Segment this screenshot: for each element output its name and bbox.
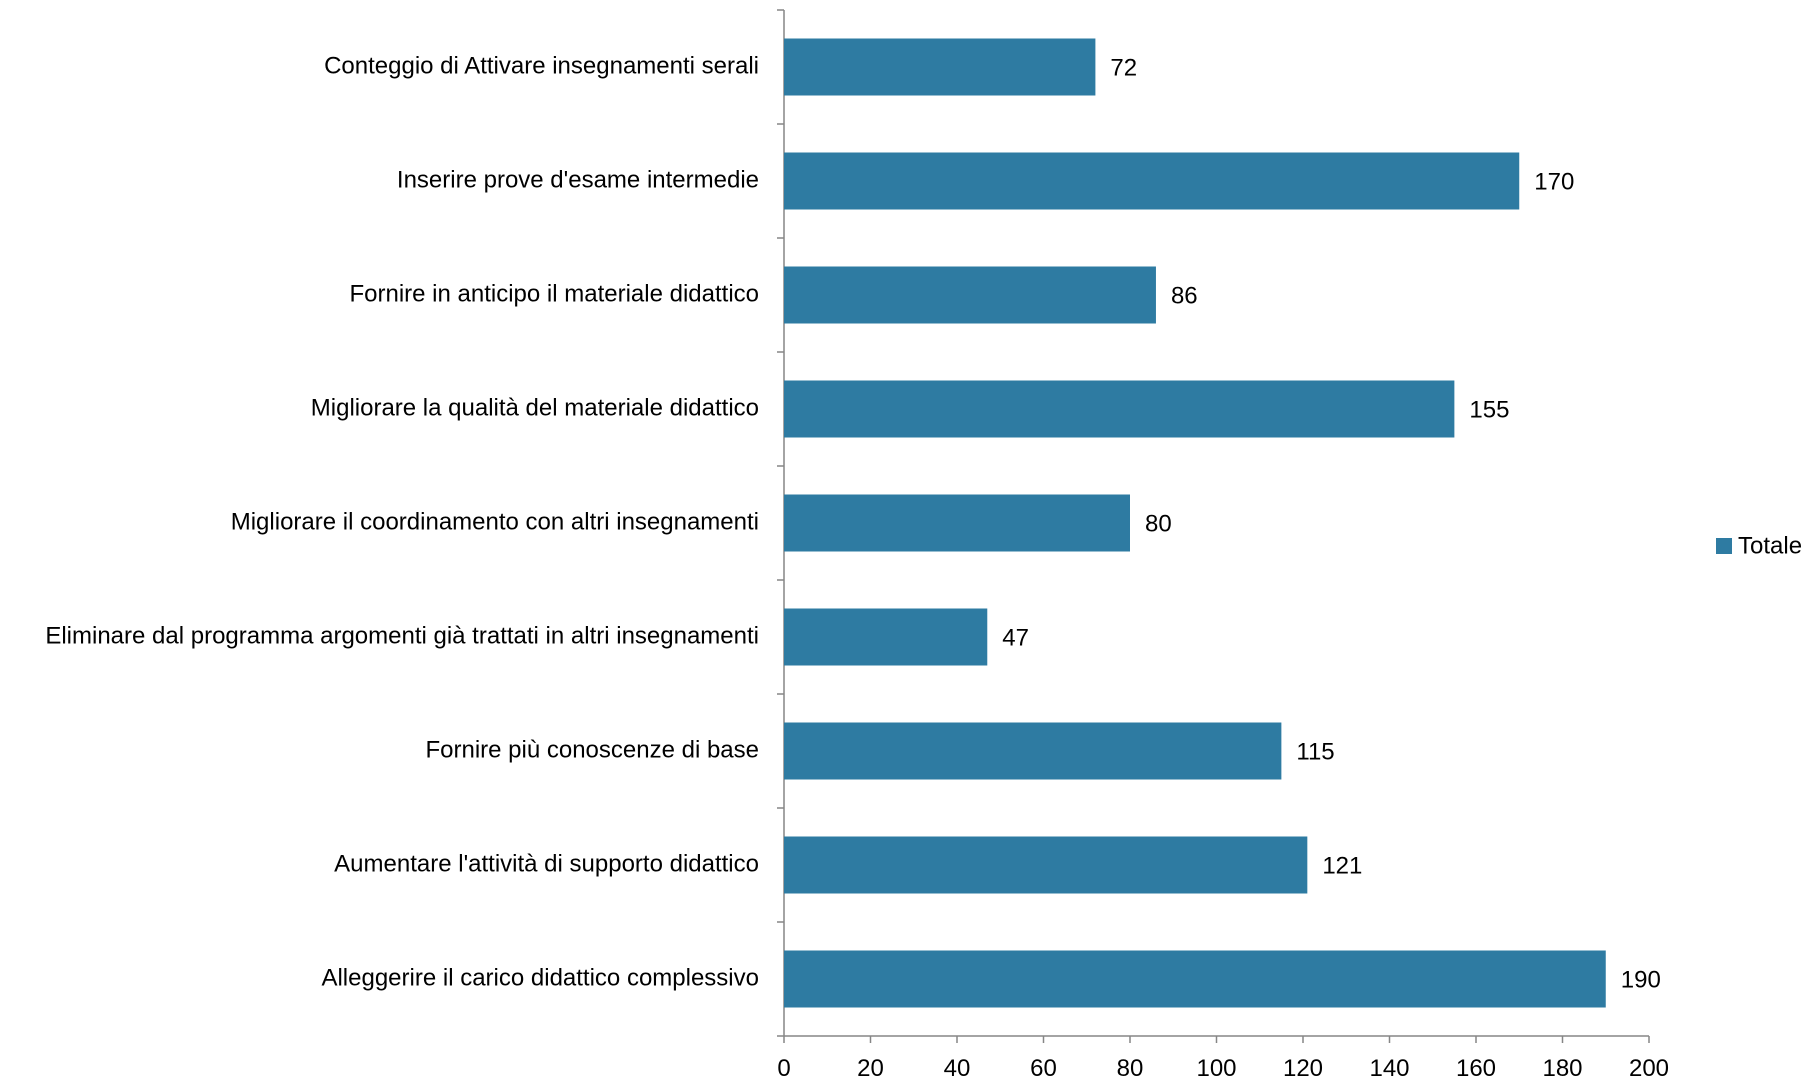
bar xyxy=(784,266,1156,324)
x-tick-label: 140 xyxy=(1369,1055,1409,1082)
bars xyxy=(784,38,1606,1008)
category-label: Migliorare il coordinamento con altri in… xyxy=(231,508,759,535)
category-label: Migliorare la qualità del materiale dida… xyxy=(311,394,759,421)
x-tick-label: 100 xyxy=(1196,1055,1236,1082)
x-tick-label: 180 xyxy=(1542,1055,1582,1082)
bar xyxy=(784,950,1606,1008)
x-tick-label: 160 xyxy=(1456,1055,1496,1082)
data-label: 155 xyxy=(1469,396,1509,423)
category-label: Conteggio di Attivare insegnamenti seral… xyxy=(324,52,759,79)
x-tick-label: 0 xyxy=(777,1055,790,1082)
data-label: 80 xyxy=(1145,510,1172,537)
data-label: 115 xyxy=(1296,738,1334,765)
legend-label: Totale xyxy=(1738,532,1802,559)
x-tick-label: 40 xyxy=(944,1055,971,1082)
category-label: Aumentare l'attività di supporto didatti… xyxy=(334,850,759,877)
x-axis-ticks: 0 20 40 60 80 100 120 140 160 180 200 xyxy=(777,1036,1669,1082)
category-label: Eliminare dal programma argomenti già tr… xyxy=(45,622,759,649)
category-label: Fornire più conoscenze di base xyxy=(425,736,759,763)
category-label: Inserire prove d'esame intermedie xyxy=(397,166,759,193)
legend: Totale xyxy=(1716,532,1802,559)
x-tick-label: 20 xyxy=(857,1055,884,1082)
bar xyxy=(784,836,1308,894)
data-label: 86 xyxy=(1171,282,1198,309)
category-label: Alleggerire il carico didattico compless… xyxy=(321,964,759,991)
x-tick-label: 200 xyxy=(1629,1055,1669,1082)
data-label: 190 xyxy=(1621,966,1661,993)
legend-swatch xyxy=(1716,538,1732,554)
x-tick-label: 120 xyxy=(1283,1055,1323,1082)
bar xyxy=(784,152,1520,210)
data-label: 72 xyxy=(1110,54,1137,81)
data-label: 121 xyxy=(1322,852,1362,879)
bar xyxy=(784,380,1455,438)
x-tick-label: 80 xyxy=(1117,1055,1144,1082)
data-labels: 72 170 86 155 80 47 115 121 190 xyxy=(1002,54,1661,993)
category-label: Fornire in anticipo il materiale didatti… xyxy=(349,280,759,307)
x-tick-label: 60 xyxy=(1030,1055,1057,1082)
bar xyxy=(784,722,1282,780)
bar xyxy=(784,38,1096,96)
data-label: 170 xyxy=(1534,168,1574,195)
category-labels: Conteggio di Attivare insegnamenti seral… xyxy=(45,52,759,991)
bar xyxy=(784,494,1130,552)
data-label: 47 xyxy=(1002,624,1029,651)
bar xyxy=(784,608,988,666)
